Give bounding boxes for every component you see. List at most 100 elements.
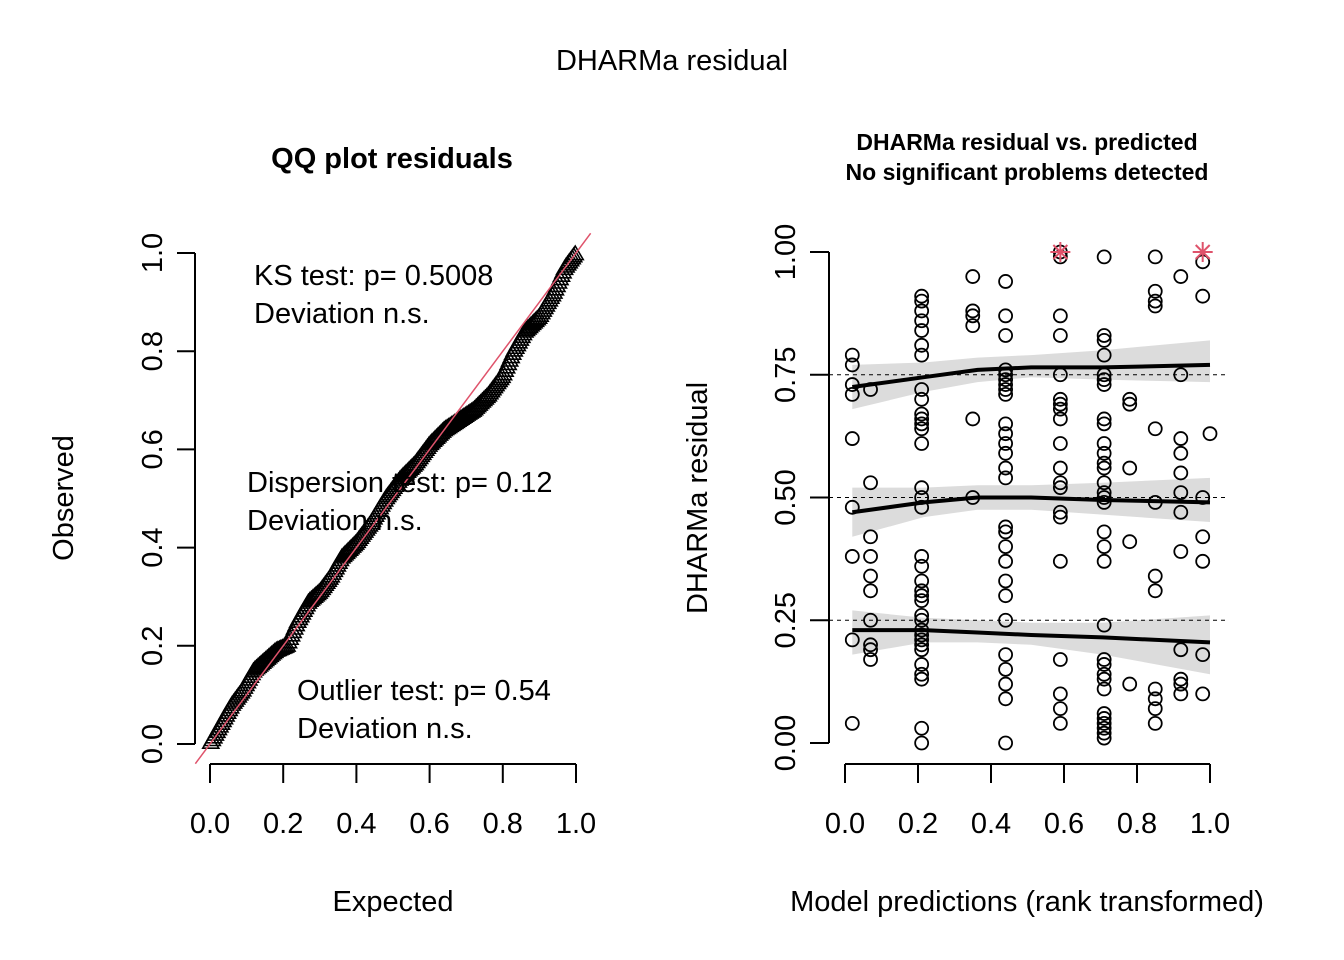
qq-x-tick-label: 0.2 — [263, 808, 303, 840]
residual-point — [998, 519, 1013, 535]
residual-point — [1096, 249, 1112, 265]
residual-point — [998, 588, 1013, 604]
residual-point — [914, 583, 930, 599]
residual-point — [998, 386, 1013, 402]
residual-point — [1096, 666, 1112, 682]
residual-point — [914, 313, 930, 329]
residual-point — [1052, 396, 1068, 412]
residual-point — [863, 637, 878, 653]
rv-subtitle: No significant problems detected — [846, 159, 1209, 185]
residual-point — [998, 691, 1013, 707]
residual-point — [1195, 529, 1211, 545]
residual-point — [998, 539, 1013, 554]
residual-point — [998, 274, 1013, 289]
residual-point — [965, 318, 981, 334]
residual-point — [914, 293, 930, 309]
outlier-test-annotation-line2: Deviation n.s. — [297, 713, 473, 745]
residual-point — [1052, 367, 1068, 383]
residual-point — [914, 642, 930, 658]
residual-point — [1173, 504, 1189, 520]
residual-point — [863, 568, 878, 584]
residual-point — [1096, 524, 1112, 540]
qq-x-tick-label: 0.6 — [409, 808, 449, 840]
residual-point — [998, 647, 1013, 663]
residual-point — [863, 549, 878, 564]
residual-point — [863, 612, 878, 628]
residual-point — [998, 436, 1013, 451]
residual-point — [863, 475, 878, 491]
residual-point — [998, 426, 1013, 442]
residual-point — [914, 637, 930, 653]
residual-point — [965, 308, 981, 324]
residual-point — [1096, 730, 1112, 746]
residual-point — [998, 328, 1013, 343]
residual-point — [1173, 671, 1189, 687]
residual-point — [844, 431, 860, 446]
rv-x-label: Model predictions (rank transformed) — [790, 886, 1264, 918]
residual-point — [998, 676, 1013, 692]
residual-point — [1173, 676, 1189, 692]
quantile-confidence-bands — [852, 340, 1210, 675]
residual-point — [1147, 298, 1163, 314]
residual-point — [914, 303, 930, 319]
residual-point — [844, 357, 860, 373]
rv-y-tick-label: 0.00 — [770, 715, 802, 771]
residual-point — [844, 549, 860, 564]
qq-x-tick-label: 0.4 — [336, 808, 376, 840]
residual-point — [1147, 249, 1163, 265]
residual-point — [863, 583, 878, 599]
outlier-star — [1192, 242, 1213, 262]
residual-point — [1096, 455, 1112, 471]
residual-point — [965, 269, 981, 284]
residual-point — [1052, 701, 1068, 717]
residual-vs-predicted-panel: DHARMa residual vs. predicted No signifi… — [682, 129, 1264, 918]
residual-point — [914, 558, 930, 574]
residual-point — [1096, 681, 1112, 697]
residual-point — [1173, 686, 1189, 702]
rv-x-tick-label: 0.6 — [1044, 808, 1084, 840]
residual-point — [914, 666, 930, 682]
residual-point — [1195, 686, 1211, 702]
residual-point — [844, 632, 860, 648]
residual-point — [1096, 490, 1112, 505]
residual-point — [965, 411, 981, 427]
residual-point — [998, 553, 1013, 569]
residual-point — [998, 362, 1013, 378]
residual-point — [1122, 396, 1138, 412]
qq-x-tick-label: 0.8 — [483, 808, 523, 840]
residual-point — [1096, 411, 1112, 427]
residual-point — [844, 386, 860, 402]
residual-point — [914, 720, 930, 736]
residual-point — [1147, 681, 1163, 697]
residual-point — [1096, 377, 1112, 392]
residual-point — [1195, 647, 1211, 663]
residual-point — [1096, 617, 1112, 633]
residual-point — [1096, 347, 1112, 363]
residual-point — [914, 735, 930, 751]
residual-point — [1052, 504, 1068, 520]
residual-point — [1052, 715, 1068, 731]
rv-title: DHARMa residual vs. predicted — [856, 129, 1197, 155]
residual-point — [1173, 367, 1189, 383]
residual-point — [1147, 283, 1163, 299]
qq-y-tick-label: 0.6 — [137, 429, 169, 469]
residual-point — [1173, 445, 1189, 461]
rv-x-tick-label: 0.0 — [825, 808, 865, 840]
quantile-curve-0.5 — [852, 495, 1211, 515]
residual-point — [998, 735, 1013, 751]
residual-point — [998, 661, 1013, 677]
residual-point — [998, 612, 1013, 628]
residual-point — [998, 524, 1013, 540]
residual-point — [914, 337, 930, 353]
rv-y-tick-label: 0.75 — [770, 347, 802, 403]
residual-point — [914, 382, 930, 397]
residual-point — [914, 499, 930, 515]
residual-point — [1173, 431, 1189, 446]
residual-point — [1052, 391, 1068, 407]
residual-point — [1096, 495, 1112, 510]
residual-point — [1173, 642, 1189, 658]
figure-outer-title: DHARMa residual — [556, 45, 788, 77]
residual-point — [914, 632, 930, 648]
residual-point — [1147, 495, 1163, 510]
residual-point — [1096, 445, 1112, 461]
